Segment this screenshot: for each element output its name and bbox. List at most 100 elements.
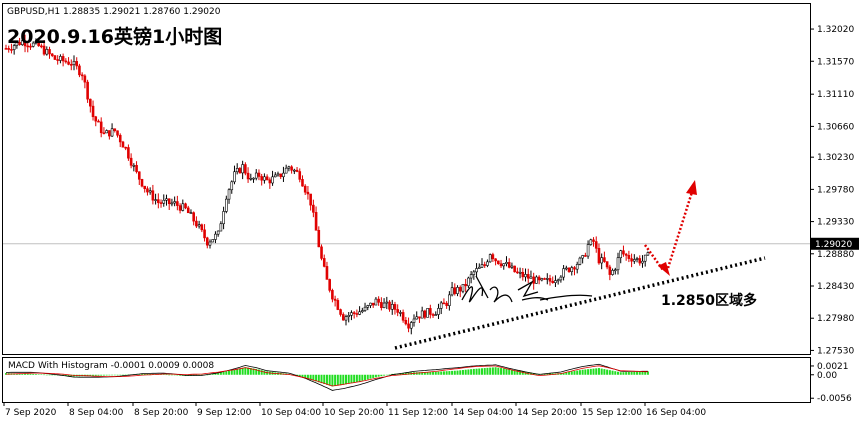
macd-histogram-bar bbox=[448, 371, 451, 375]
candle-body bbox=[377, 298, 380, 303]
macd-histogram-bar bbox=[355, 374, 358, 383]
macd-histogram-bar bbox=[641, 371, 644, 375]
candle-body bbox=[355, 313, 359, 315]
candle-body bbox=[293, 169, 296, 172]
macd-histogram-bar bbox=[619, 372, 622, 375]
candle-body bbox=[537, 276, 541, 281]
macd-histogram-bar bbox=[217, 373, 220, 375]
candle-body bbox=[189, 212, 193, 214]
candle-body bbox=[148, 190, 152, 193]
candle-body bbox=[124, 146, 127, 149]
candle-body bbox=[382, 302, 386, 308]
macd-histogram-bar bbox=[614, 371, 617, 375]
candle-body bbox=[176, 201, 179, 206]
macd-histogram-bar bbox=[230, 370, 233, 375]
macd-histogram-bar bbox=[211, 373, 214, 375]
candle-body bbox=[238, 168, 242, 174]
candle-body bbox=[404, 319, 408, 325]
macd-histogram-bar bbox=[377, 374, 380, 377]
candle-body bbox=[86, 81, 89, 100]
candle-body bbox=[499, 263, 503, 267]
macd-histogram-bar bbox=[426, 371, 429, 375]
candle-body bbox=[10, 49, 13, 51]
macd-histogram-bar bbox=[119, 374, 122, 376]
macd-histogram-bar bbox=[29, 373, 32, 375]
macd-histogram-bar bbox=[573, 370, 576, 375]
candle-body bbox=[358, 311, 361, 315]
macd-histogram-bar bbox=[206, 374, 209, 376]
macd-histogram-bar bbox=[173, 374, 176, 376]
macd-histogram-bar bbox=[584, 369, 587, 375]
candle-body bbox=[4, 48, 8, 50]
up-arrow-line bbox=[666, 191, 694, 269]
candle-body bbox=[257, 172, 261, 177]
candle-body bbox=[227, 189, 231, 200]
candle-body bbox=[589, 239, 593, 245]
macd-histogram-bar bbox=[214, 373, 217, 375]
macd-histogram-bar bbox=[97, 374, 100, 376]
candle-body bbox=[578, 257, 582, 265]
candle-body bbox=[603, 257, 606, 262]
candle-body bbox=[608, 266, 612, 275]
macd-histogram-bar bbox=[562, 372, 565, 375]
price-tick-label: 1.30230 bbox=[817, 153, 854, 163]
macd-histogram-bar bbox=[486, 367, 489, 375]
candle-body bbox=[116, 130, 119, 136]
macd-histogram-bar bbox=[138, 374, 141, 375]
macd-histogram-bar bbox=[18, 373, 21, 375]
candle-body bbox=[562, 268, 565, 278]
candle-body bbox=[415, 316, 419, 320]
time-tick-label: 16 Sep 04:00 bbox=[646, 408, 706, 418]
candle-body bbox=[72, 61, 76, 65]
macd-histogram-bar bbox=[347, 374, 350, 384]
candle-body bbox=[584, 255, 587, 257]
candle-body bbox=[271, 176, 274, 184]
macd-histogram-bar bbox=[121, 374, 124, 376]
candle-body bbox=[197, 224, 201, 227]
candle-body bbox=[205, 237, 209, 246]
macd-histogram-bar bbox=[364, 374, 367, 381]
candle-body bbox=[200, 224, 204, 231]
candle-body bbox=[314, 212, 318, 231]
macd-histogram-bar bbox=[453, 370, 456, 375]
macd-histogram-bar bbox=[546, 373, 549, 375]
macd-histogram-bar bbox=[350, 374, 353, 384]
candle-body bbox=[320, 246, 323, 259]
macd-histogram-bar bbox=[489, 367, 492, 375]
candle-body bbox=[333, 298, 337, 301]
price-tick-label: 1.32020 bbox=[817, 25, 854, 35]
candle-body bbox=[396, 309, 399, 313]
candle-body bbox=[472, 271, 476, 275]
candle-body bbox=[331, 290, 334, 300]
candle-body bbox=[434, 314, 438, 316]
macd-histogram-bar bbox=[442, 371, 445, 375]
macd-histogram-bar bbox=[388, 374, 391, 375]
macd-histogram-bar bbox=[440, 371, 443, 375]
macd-histogram-bar bbox=[236, 369, 239, 375]
macd-histogram-bar bbox=[578, 370, 581, 375]
candle-body bbox=[129, 157, 133, 166]
candle-body bbox=[616, 257, 620, 271]
macd-histogram-bar bbox=[225, 371, 228, 375]
candle-body bbox=[464, 283, 467, 287]
candle-body bbox=[317, 229, 321, 248]
macd-histogram-bar bbox=[494, 367, 497, 375]
time-tick-label: 10 Sep 20:00 bbox=[324, 408, 384, 418]
macd-histogram-bar bbox=[372, 374, 375, 378]
macd-histogram-bar bbox=[24, 373, 27, 375]
candle-body bbox=[418, 316, 421, 319]
time-tick-label: 14 Sep 20:00 bbox=[517, 408, 577, 418]
candle-body bbox=[613, 269, 617, 272]
macd-histogram-bar bbox=[345, 374, 347, 385]
candle-body bbox=[18, 41, 21, 45]
candle-body bbox=[61, 56, 65, 62]
candle-body bbox=[480, 264, 484, 268]
candle-body bbox=[597, 248, 601, 264]
candle-body bbox=[56, 59, 59, 61]
candle-body bbox=[195, 220, 198, 227]
macd-histogram-bar bbox=[608, 370, 611, 375]
macd-histogram-bar bbox=[625, 372, 628, 375]
candle-body bbox=[507, 262, 511, 268]
macd-histogram-bar bbox=[369, 374, 372, 379]
candle-body bbox=[67, 61, 70, 65]
